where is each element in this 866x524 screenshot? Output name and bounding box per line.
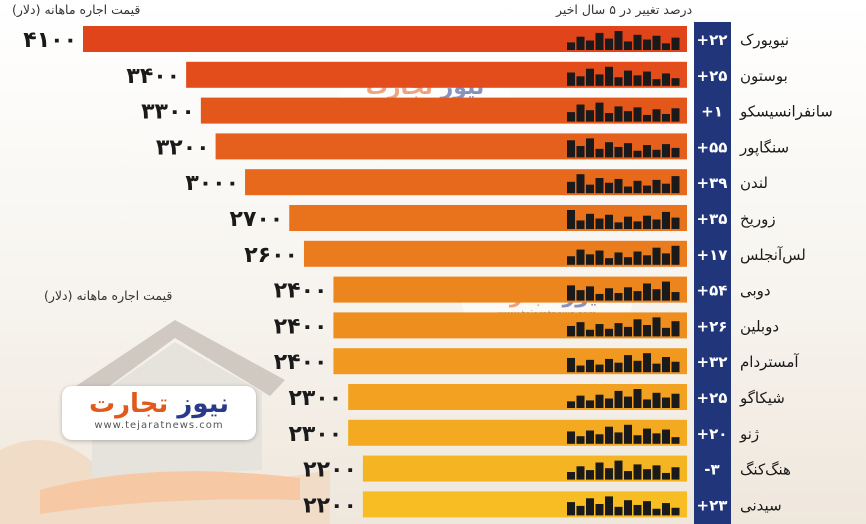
skyline-icon — [567, 353, 680, 373]
category-label: ژنو — [739, 425, 759, 443]
skyline-icon — [567, 210, 680, 229]
change-label: +۱ — [701, 103, 723, 121]
skyline-icon — [567, 174, 680, 194]
value-label: ۲۳۰۰ — [288, 422, 342, 447]
category-label: سانفرانسیسکو — [739, 103, 833, 121]
brand-name-part1: تجارت — [88, 389, 169, 419]
category-label: لندن — [740, 174, 768, 192]
skyline-icon — [567, 317, 680, 337]
skyline-icon — [567, 66, 680, 86]
change-label: +۲۶ — [697, 317, 728, 335]
bar — [186, 61, 687, 88]
bar — [362, 491, 687, 518]
bar — [245, 169, 688, 196]
rent-note: قیمت اجاره ماهانه (دلار) — [44, 288, 173, 303]
skyline-icon — [567, 496, 680, 516]
skyline-icon — [567, 31, 680, 50]
change-header: درصد تغییر در ۵ سال اخیر — [556, 2, 693, 17]
change-label: +۳۵ — [697, 210, 728, 228]
category-label: دوبی — [740, 282, 771, 300]
value-label: ۲۴۰۰ — [274, 350, 328, 375]
value-label: ۳۴۰۰ — [126, 64, 180, 89]
value-label: ۲۷۰۰ — [230, 207, 284, 232]
brand-name-part2: نیوز — [177, 389, 230, 419]
value-label: ۳۰۰۰ — [185, 171, 239, 196]
change-column — [694, 22, 731, 524]
skyline-icon — [567, 389, 680, 408]
category-label: بوستون — [740, 67, 788, 85]
change-label: -۳ — [704, 461, 719, 479]
category-label: دوبلین — [740, 317, 779, 335]
category-label: نیویورک — [740, 31, 789, 49]
category-label: شیکاگو — [739, 389, 785, 407]
change-label: +۲۲ — [697, 31, 728, 49]
change-label: +۱۷ — [697, 246, 728, 264]
skyline-icon — [567, 281, 680, 301]
value-label: ۳۳۰۰ — [141, 100, 195, 125]
bar — [362, 455, 687, 482]
skyline-icon — [567, 245, 680, 265]
value-label: ۲۲۰۰ — [303, 458, 357, 483]
value-label: ۴۱۰۰ — [23, 28, 77, 53]
category-label: زوریخ — [740, 210, 776, 228]
category-label: هنگ‌کنگ — [740, 461, 791, 479]
bar — [303, 240, 687, 267]
skyline-icon — [567, 460, 680, 480]
brand-url: www.tejaratnews.com — [94, 420, 224, 431]
brand-logo: نیوز تجارت www.tejaratnews.com — [62, 386, 256, 440]
change-label: +۵۵ — [697, 138, 728, 156]
change-label: +۲۳ — [697, 496, 728, 514]
value-label: ۲۴۰۰ — [274, 314, 328, 339]
value-label: ۲۲۰۰ — [303, 493, 357, 518]
change-label: +۵۴ — [697, 282, 728, 300]
change-label: +۳۹ — [697, 174, 728, 192]
rent-header: قیمت اجاره ماهانه (دلار) — [12, 2, 141, 17]
skyline-icon — [567, 102, 680, 122]
change-label: +۲۵ — [697, 67, 728, 85]
value-label: ۲۶۰۰ — [244, 243, 298, 268]
category-label: آمستردام — [740, 353, 799, 371]
change-label: +۳۲ — [697, 353, 728, 371]
value-label: ۳۲۰۰ — [156, 135, 210, 160]
value-label: ۲۳۰۰ — [288, 386, 342, 411]
change-label: +۲۰ — [697, 425, 728, 443]
change-label: +۲۵ — [697, 389, 728, 407]
category-label: لس‌آنجلس — [740, 246, 806, 264]
category-label: سنگاپور — [739, 138, 789, 157]
bar — [200, 97, 688, 124]
skyline-icon — [567, 424, 680, 444]
value-label: ۲۴۰۰ — [274, 279, 328, 304]
skyline-icon — [567, 138, 680, 158]
category-label: سیدنی — [740, 496, 782, 514]
